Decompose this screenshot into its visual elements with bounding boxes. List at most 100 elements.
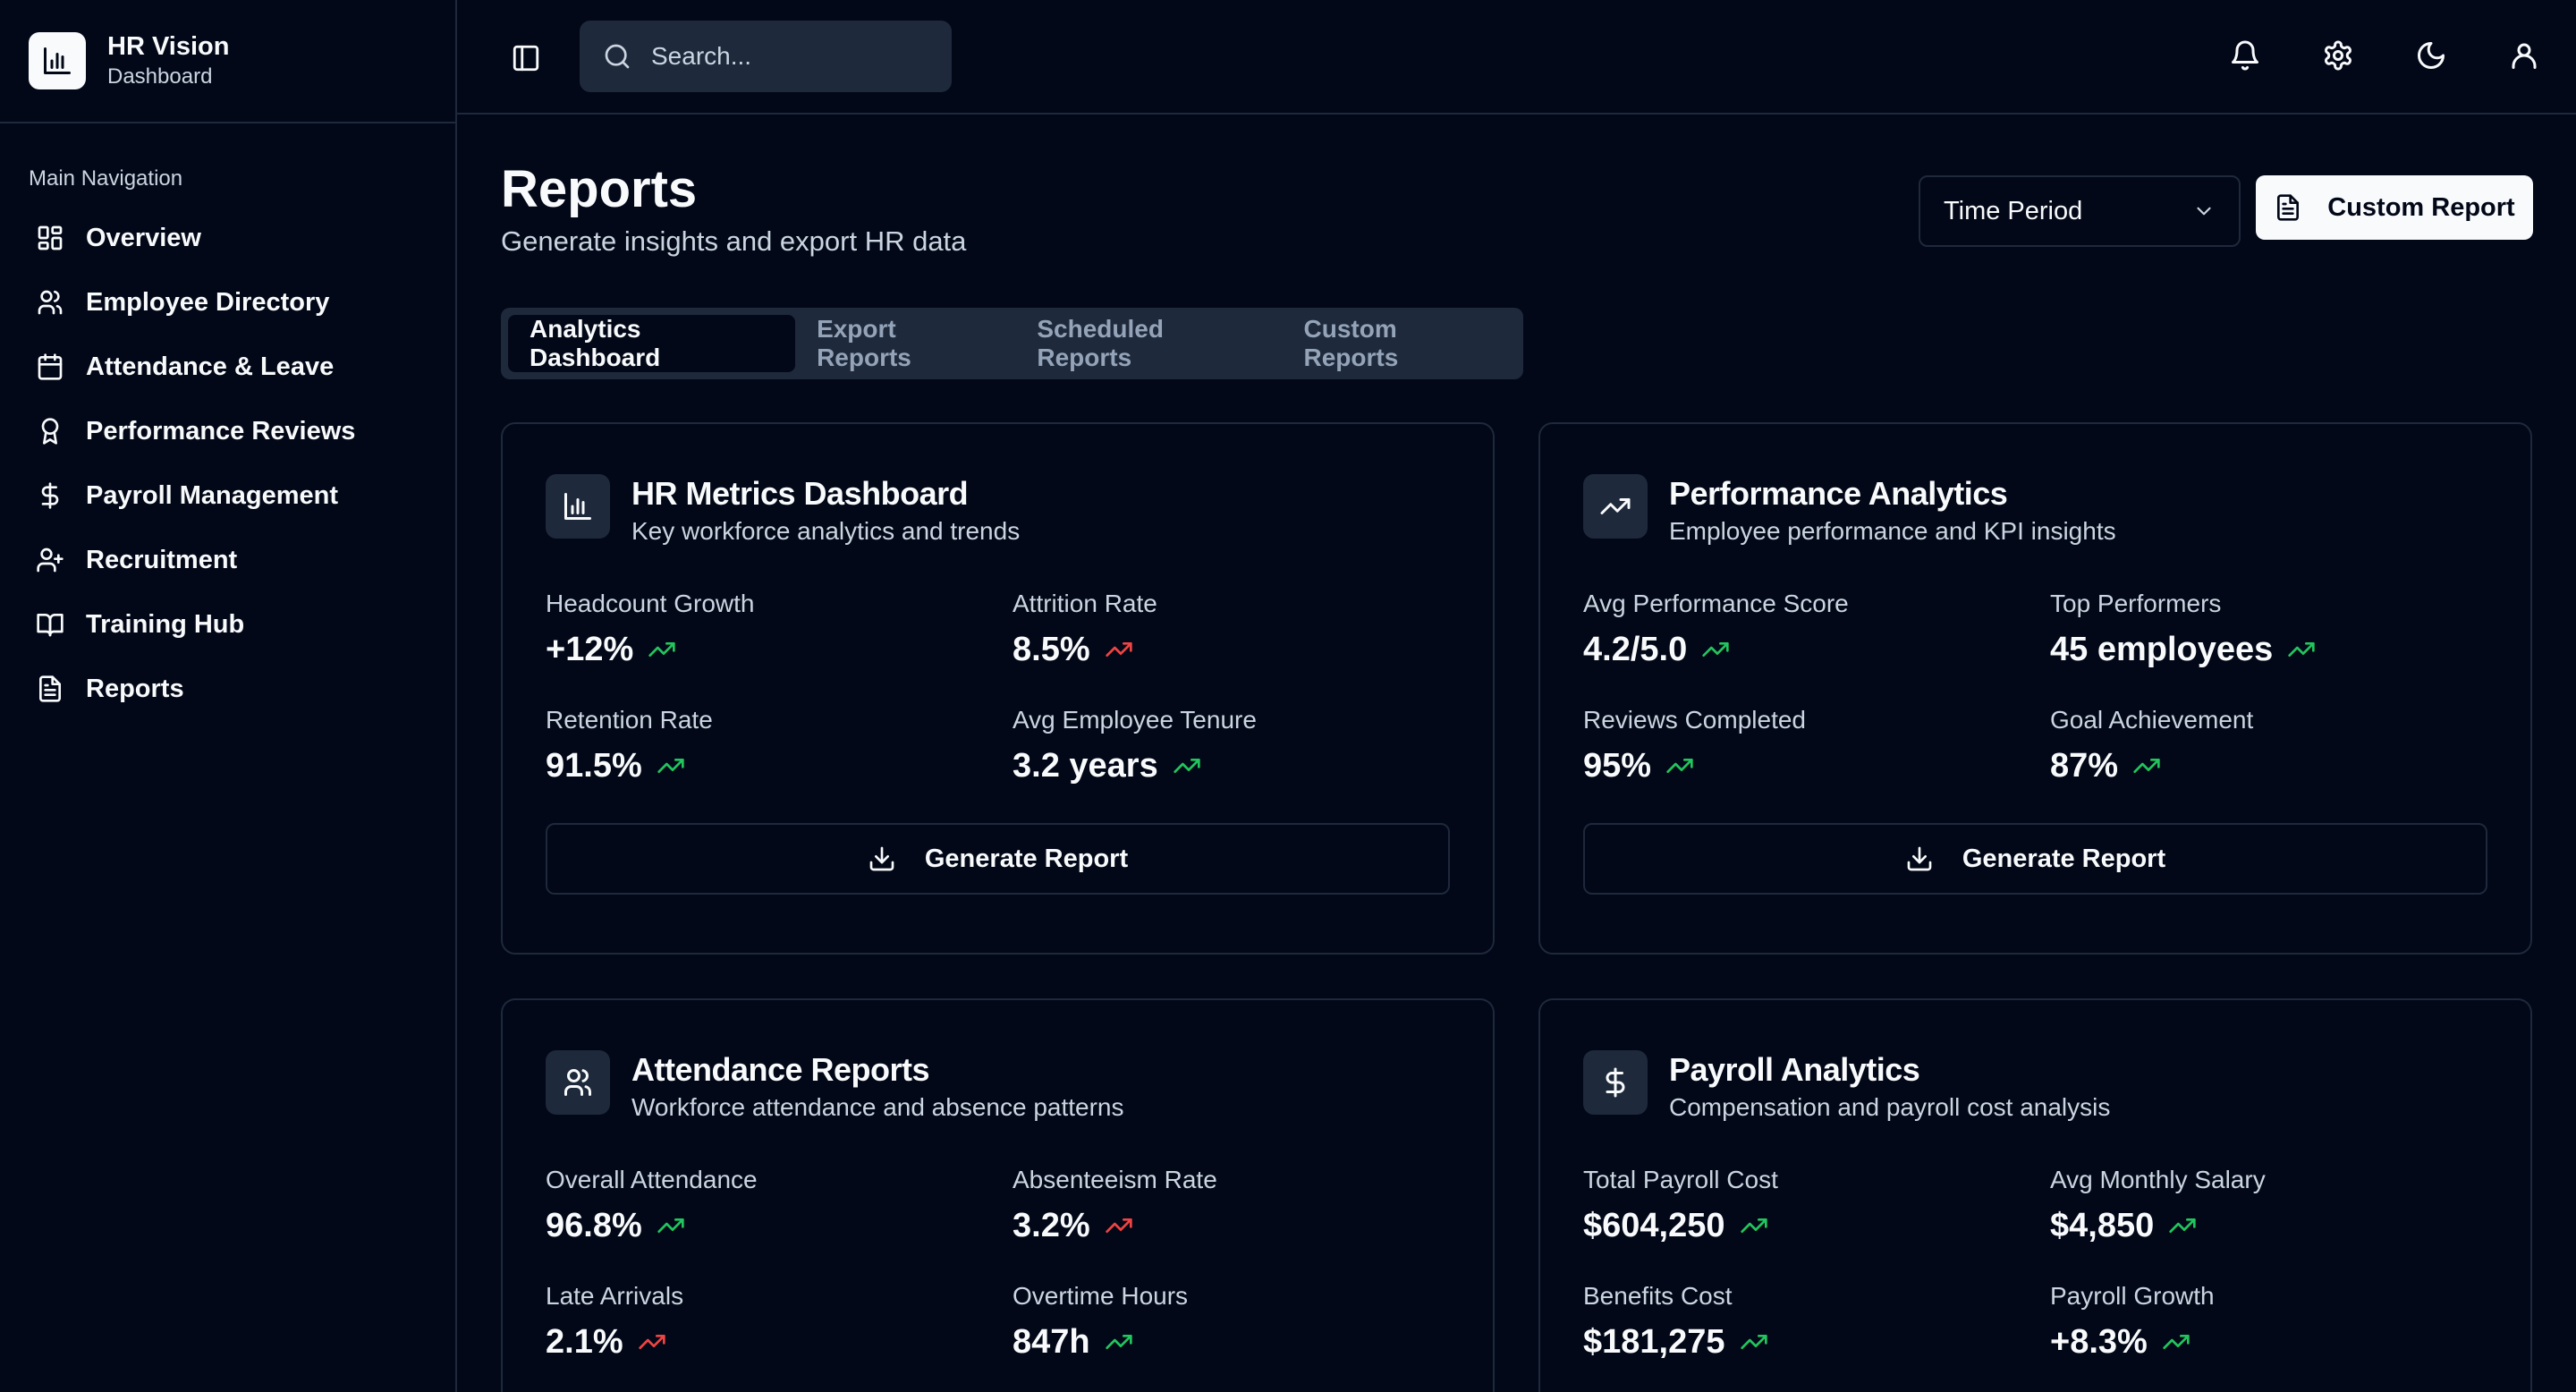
trending-up-icon (657, 1211, 685, 1240)
sidebar-item-label: Training Hub (86, 609, 245, 639)
metric-value: 3.2% (1013, 1207, 1090, 1244)
metric-attrition-rate: Attrition Rate 8.5% (1013, 589, 1460, 669)
metric-value: 95% (1583, 747, 1652, 785)
sidebar-item-reports[interactable]: Reports (25, 657, 436, 721)
search-icon (603, 42, 651, 71)
custom-report-button[interactable]: Custom Report (2256, 175, 2533, 240)
moon-icon[interactable] (2415, 39, 2447, 72)
trending-up-icon (648, 635, 676, 664)
metric-label: Reviews Completed (1583, 706, 1806, 734)
metric-top-performers: Top Performers 45 employees (2050, 589, 2497, 669)
metric-label: Top Performers (2050, 590, 2222, 617)
metric-label: Retention Rate (546, 706, 713, 734)
metric-label: Avg Employee Tenure (1013, 706, 1257, 734)
card-subtitle: Workforce attendance and absence pattern… (631, 1093, 1124, 1121)
sidebar-item-overview[interactable]: Overview (25, 206, 436, 270)
bar-chart-icon (546, 474, 610, 539)
search-input[interactable] (651, 42, 919, 71)
metric-avg-performance-score: Avg Performance Score 4.2/5.0 (1583, 589, 2050, 669)
tab-analytics-dashboard[interactable]: Analytics Dashboard (508, 315, 796, 372)
time-period-select[interactable]: Time Period (1919, 175, 2241, 247)
tab-custom-reports[interactable]: Custom Reports (1303, 315, 1399, 371)
sidebar-item-recruitment[interactable]: Recruitment (25, 528, 436, 592)
page-subtitle: Generate insights and export HR data (501, 225, 967, 257)
metric-label: Attrition Rate (1013, 590, 1157, 617)
metric-label: Avg Monthly Salary (2050, 1166, 2266, 1193)
metric-label: Total Payroll Cost (1583, 1166, 1778, 1193)
metric-value: 87% (2050, 747, 2119, 785)
payroll-analytics-card: Payroll Analytics Compensation and payro… (1538, 998, 2532, 1392)
trending-up-icon (1105, 635, 1133, 664)
metric-value: +8.3% (2050, 1323, 2148, 1361)
sidebar-item-attendance-leave[interactable]: Attendance & Leave (25, 335, 436, 399)
generate-report-button[interactable]: Generate Report (1583, 823, 2487, 895)
metric-avg-employee-tenure: Avg Employee Tenure 3.2 years (1013, 705, 1460, 785)
topbar-actions (2168, 39, 2540, 72)
user-plus-icon (36, 546, 86, 574)
trending-up-icon (1105, 1328, 1133, 1356)
download-icon (868, 845, 925, 873)
brand-subtitle: Dashboard (107, 64, 213, 89)
trending-up-icon (1173, 751, 1201, 780)
sidebar-toggle-icon[interactable] (511, 43, 541, 73)
metric-label: Payroll Growth (2050, 1282, 2215, 1310)
trending-up-icon (2287, 635, 2316, 664)
generate-report-button[interactable]: Generate Report (546, 823, 1450, 895)
page-title: Reports (501, 160, 698, 218)
trending-up-icon (2168, 1211, 2197, 1240)
trending-up-icon (2162, 1328, 2190, 1356)
metric-retention-rate: Retention Rate 91.5% (546, 705, 1013, 785)
file-text-icon (2274, 193, 2327, 222)
download-icon (1905, 845, 1962, 873)
time-period-label: Time Period (1944, 196, 2083, 225)
metric-value: 847h (1013, 1323, 1090, 1361)
metric-avg-monthly-salary: Avg Monthly Salary $4,850 (2050, 1165, 2497, 1245)
metric-value: 2.1% (546, 1323, 623, 1361)
hr-metrics-card: HR Metrics Dashboard Key workforce analy… (501, 422, 1495, 955)
trending-up-icon (1740, 1211, 1768, 1240)
metric-value: $4,850 (2050, 1207, 2155, 1244)
metric-label: Overtime Hours (1013, 1282, 1189, 1310)
bell-icon[interactable] (2229, 39, 2261, 72)
metric-overall-attendance: Overall Attendance 96.8% (546, 1165, 1013, 1245)
sidebar-item-employee-directory[interactable]: Employee Directory (25, 270, 436, 335)
metric-label: Late Arrivals (546, 1282, 684, 1310)
tab-scheduled-reports[interactable]: Scheduled Reports (1037, 315, 1164, 371)
card-title: Attendance Reports (631, 1051, 930, 1088)
main-navigation: Overview Employee Directory Attendance &… (25, 206, 436, 721)
metric-overtime-hours: Overtime Hours 847h (1013, 1281, 1460, 1362)
sidebar: HR Vision Dashboard Main Navigation Over… (0, 0, 457, 1392)
metric-headcount-growth: Headcount Growth +12% (546, 589, 1013, 669)
topbar (457, 0, 2576, 115)
sidebar-item-label: Employee Directory (86, 287, 330, 317)
metric-value: 3.2 years (1013, 747, 1158, 785)
tab-export-reports[interactable]: Export Reports (817, 315, 911, 371)
metric-payroll-growth: Payroll Growth +8.3% (2050, 1281, 2497, 1362)
user-icon[interactable] (2508, 39, 2540, 72)
metric-label: Absenteeism Rate (1013, 1166, 1217, 1193)
metric-label: Goal Achievement (2050, 706, 2254, 734)
metric-label: Headcount Growth (546, 590, 755, 617)
trending-up-icon (657, 751, 685, 780)
brand[interactable]: HR Vision Dashboard (0, 0, 455, 123)
metric-value: 96.8% (546, 1207, 642, 1244)
metric-benefits-cost: Benefits Cost $181,275 (1583, 1281, 2050, 1362)
trending-up-icon (638, 1328, 666, 1356)
card-subtitle: Employee performance and KPI insights (1669, 517, 2116, 545)
trending-up-icon (1105, 1211, 1133, 1240)
search-box[interactable] (580, 21, 952, 92)
metric-value: 45 employees (2050, 631, 2274, 668)
generate-report-label: Generate Report (924, 844, 1129, 873)
award-icon (36, 417, 86, 446)
metric-late-arrivals: Late Arrivals 2.1% (546, 1281, 1013, 1362)
sidebar-item-training-hub[interactable]: Training Hub (25, 592, 436, 657)
performance-analytics-card: Performance Analytics Employee performan… (1538, 422, 2532, 955)
trending-up-icon (1701, 635, 1730, 664)
gear-icon[interactable] (2322, 39, 2354, 72)
sidebar-item-performance-reviews[interactable]: Performance Reviews (25, 399, 436, 463)
metric-value: $604,250 (1583, 1207, 1725, 1244)
report-tabs: Analytics Dashboard Export Reports Sched… (501, 308, 1523, 379)
sidebar-item-payroll-management[interactable]: Payroll Management (25, 463, 436, 528)
trending-up-icon (2132, 751, 2161, 780)
metric-reviews-completed: Reviews Completed 95% (1583, 705, 2050, 785)
